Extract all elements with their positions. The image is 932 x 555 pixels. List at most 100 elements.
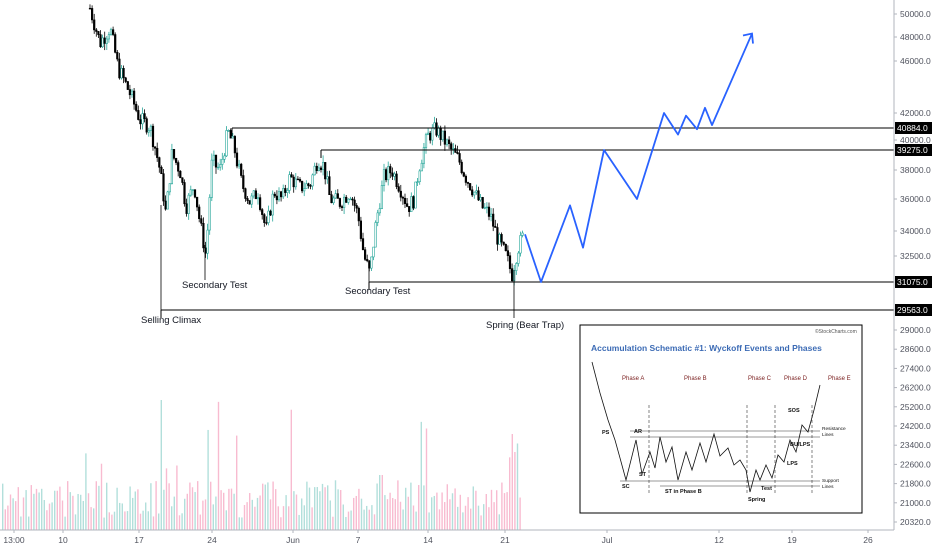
- volume-bar: [376, 483, 378, 530]
- volume-bar: [264, 484, 266, 530]
- volume-bar: [87, 493, 90, 530]
- inset-phase-label: Phase B: [684, 376, 707, 382]
- volume-bar: [394, 499, 396, 530]
- candle-body: [447, 139, 451, 145]
- candle-body: [502, 241, 505, 245]
- volume-bar: [392, 498, 394, 530]
- volume-bar: [98, 485, 100, 530]
- volume-bars: [2, 400, 521, 530]
- volume-bar: [210, 481, 212, 530]
- candle-body: [324, 162, 327, 180]
- candle-body: [229, 130, 232, 139]
- candle-body: [401, 196, 405, 199]
- volume-bar: [225, 510, 227, 530]
- candle-body: [99, 34, 102, 48]
- y-tick-label: 21000.0: [900, 498, 931, 508]
- candle-body: [210, 159, 213, 198]
- candle-body: [128, 89, 132, 96]
- y-tick-label: 27400.0: [900, 363, 931, 373]
- volume-bar: [399, 501, 402, 530]
- candle-body: [214, 154, 218, 168]
- volume-bar: [342, 504, 344, 530]
- volume-bar: [480, 515, 482, 530]
- volume-bar: [139, 513, 142, 530]
- candle-body: [263, 214, 266, 223]
- price-level-badge: [895, 144, 932, 156]
- y-tick-label: 48000.0: [900, 32, 931, 42]
- volume-bar: [51, 502, 53, 530]
- candle-body: [496, 227, 499, 245]
- volume-bar: [358, 488, 360, 530]
- volume-bar: [319, 491, 321, 530]
- volume-bar: [449, 499, 451, 530]
- volume-bar: [415, 511, 417, 530]
- volume-bar: [212, 504, 214, 530]
- price-level-badge: [895, 304, 932, 316]
- candle-body: [433, 122, 436, 129]
- volume-bar: [282, 506, 285, 530]
- volume-bar: [321, 483, 324, 530]
- volume-bar: [301, 498, 303, 530]
- volume-bar: [436, 492, 438, 530]
- volume-bar: [470, 508, 472, 530]
- candle-body: [279, 191, 283, 198]
- candle-body: [309, 185, 312, 187]
- x-tick-label: 13:00: [3, 535, 25, 545]
- inset-price-path: [591, 361, 821, 493]
- inset-event-label: Support: [822, 478, 839, 484]
- volume-bar: [90, 507, 92, 530]
- volume-bar: [277, 506, 279, 530]
- annotations: Selling Climax Secondary Test Secondary Te…: [141, 205, 564, 331]
- candle-body: [359, 220, 363, 239]
- candle-body: [347, 198, 350, 203]
- volume-bar: [74, 514, 77, 530]
- volume-bar: [389, 492, 391, 530]
- volume-bar: [488, 507, 490, 530]
- candle-body: [357, 207, 360, 222]
- candle-body: [284, 188, 287, 193]
- volume-bar: [145, 502, 147, 530]
- candle-body: [303, 188, 306, 192]
- volume-bar: [54, 490, 56, 530]
- volume-bar: [85, 453, 87, 530]
- candle-body: [319, 167, 323, 170]
- candle-body: [391, 172, 394, 177]
- y-axis[interactable]: 50000.0 48000.0 46000.0 42000.0 40000.0 38000…: [893, 0, 931, 530]
- y-tick-label: 23400.0: [900, 440, 931, 450]
- volume-bar: [113, 511, 116, 530]
- candle-body: [418, 170, 421, 183]
- candle-body: [452, 148, 455, 150]
- candle-body: [403, 197, 407, 204]
- volume-bar: [381, 475, 383, 530]
- volume-bar: [155, 481, 157, 530]
- volume-bar: [485, 494, 487, 530]
- candle-body: [334, 193, 337, 199]
- candle-body: [435, 122, 438, 136]
- volume-bar: [61, 500, 64, 530]
- price-level-label: 31075.0: [897, 277, 928, 287]
- candle-body: [233, 136, 237, 154]
- candle-body: [412, 196, 415, 209]
- volume-bar: [290, 409, 292, 530]
- candle-body: [307, 183, 310, 186]
- candle-body: [399, 190, 402, 198]
- volume-bar: [490, 489, 493, 530]
- x-axis[interactable]: 13:00 10 17 24 Jun 7 14 21 Jul 12 19 26: [0, 529, 894, 545]
- volume-bar: [483, 504, 485, 530]
- volume-bar: [82, 500, 84, 530]
- inset-event-label: Lines: [822, 484, 834, 490]
- volume-bar: [438, 509, 441, 530]
- wyckoff-schematic-inset: ©StockCharts.com Accumulation Schematic #…: [579, 324, 863, 514]
- volume-bar: [116, 487, 118, 530]
- candle-body: [292, 176, 295, 188]
- volume-bar: [298, 514, 300, 530]
- inset-phase-label: Phase E: [828, 376, 851, 382]
- volume-bar: [194, 492, 196, 530]
- y-tick-label: 20320.0: [900, 517, 931, 527]
- x-tick-label: Jul: [602, 535, 613, 545]
- candle-body: [424, 134, 428, 148]
- candle-body: [258, 197, 262, 210]
- x-tick-label: 12: [714, 535, 724, 545]
